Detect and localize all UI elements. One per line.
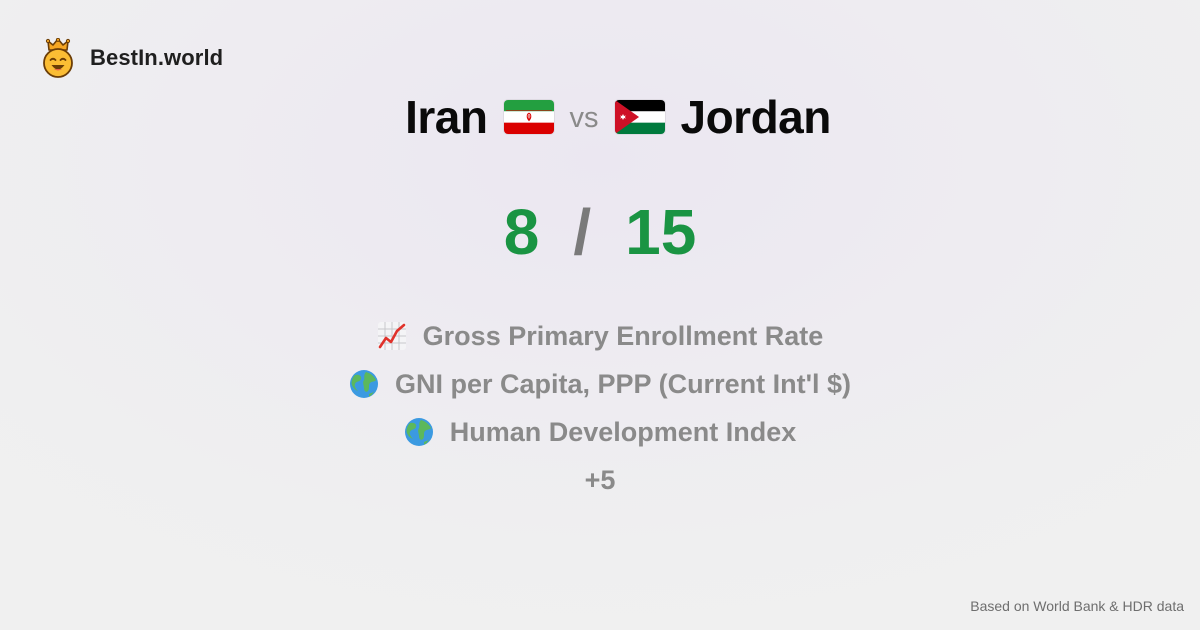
metric-label: Human Development Index — [449, 416, 797, 447]
right-score: 15 — [625, 196, 697, 268]
crowned-smiley-icon — [43, 38, 73, 78]
globe-icon — [350, 370, 378, 398]
vs-label: vs — [569, 101, 599, 134]
left-country-name: Iran — [405, 91, 488, 143]
score: 8 / 15 — [0, 192, 1200, 272]
brand-name: BestIn.world — [90, 45, 224, 70]
right-country-name: Jordan — [680, 91, 832, 143]
comparison-title: Iran vs Jordan — [0, 82, 1200, 152]
metric-item: Human Development Index — [404, 408, 797, 456]
metric-label: GNI per Capita, PPP (Current Int'l $) — [395, 368, 851, 399]
more-metrics-count: +5 — [584, 464, 616, 495]
metric-item: Gross Primary Enrollment Rate — [377, 312, 824, 360]
left-score: 8 — [503, 196, 540, 268]
globe-icon — [404, 418, 433, 446]
metrics-list: Gross Primary Enrollment Rate GNI per Ca… — [0, 312, 1200, 504]
metric-label: Gross Primary Enrollment Rate — [422, 320, 824, 351]
brand[interactable]: BestIn.world — [40, 38, 223, 78]
score-separator: / — [573, 196, 592, 268]
data-source-note: Based on World Bank & HDR data — [970, 598, 1184, 614]
metric-item: GNI per Capita, PPP (Current Int'l $) — [349, 360, 851, 408]
chart-increasing-icon — [377, 322, 406, 350]
iran-flag-icon — [503, 100, 554, 134]
jordan-flag-icon — [614, 100, 665, 134]
